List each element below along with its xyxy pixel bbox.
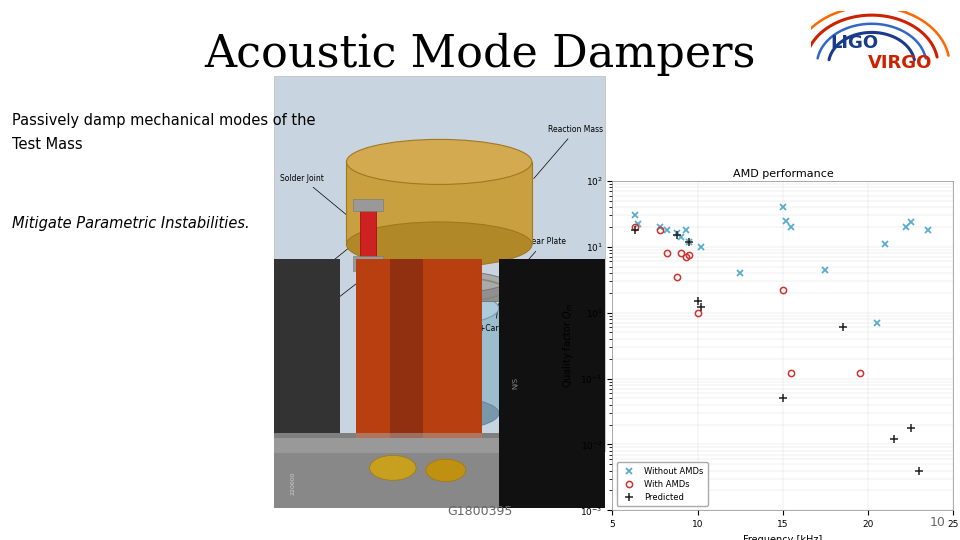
Bar [379,308,499,414]
Text: Mitigate Parametric Instabilities.: Mitigate Parametric Instabilities. [12,216,250,231]
Ellipse shape [372,271,505,293]
Ellipse shape [347,139,532,185]
Text: 2 mm: 2 mm [562,395,582,401]
Ellipse shape [379,292,499,325]
Text: VIRGO: VIRGO [868,53,933,72]
Text: Base: Base [501,377,540,396]
Bar [347,162,532,245]
Text: Passively damp mechanical modes of the
Test Mass: Passively damp mechanical modes of the T… [12,113,315,152]
Bar [499,259,605,508]
Text: Shear Plate: Shear Plate [507,238,566,284]
Text: LIGO: LIGO [830,34,878,52]
Text: 10: 10 [929,516,946,529]
Text: Reaction Mass: Reaction Mass [534,125,604,179]
Ellipse shape [370,455,416,480]
Bar [353,256,383,271]
Title: AMD performance: AMD performance [732,168,833,179]
Bar [356,259,482,438]
Text: Resistor: Resistor [280,246,351,295]
Ellipse shape [379,396,499,430]
Bar [274,433,605,508]
FancyBboxPatch shape [274,76,605,451]
Text: Wire: Wire [290,273,371,333]
Bar [390,259,422,438]
Legend: Without AMDs, With AMDs, Predicted: Without AMDs, With AMDs, Predicted [616,462,708,506]
Bar [274,438,499,508]
Text: G1800395: G1800395 [447,505,513,518]
Y-axis label: Quality factor $Q_m$: Quality factor $Q_m$ [561,303,575,388]
X-axis label: Frequency [kHz]: Frequency [kHz] [743,535,823,540]
Bar [274,433,499,453]
Text: 220600: 220600 [290,471,295,495]
Text: Solder Joint: Solder Joint [280,174,357,224]
Text: Silicate/Epoxy bond to Test Mass: Silicate/Epoxy bond to Test Mass [276,435,390,441]
Text: Epoxy+Carbon bond: Epoxy+Carbon bond [456,303,535,333]
Bar [353,199,383,211]
Bar [274,259,340,433]
Ellipse shape [426,459,466,482]
Bar [360,207,376,260]
Text: Acoustic Mode Dampers: Acoustic Mode Dampers [204,32,756,76]
Ellipse shape [347,222,532,267]
Bar [372,282,505,301]
Text: N/S: N/S [513,377,518,389]
